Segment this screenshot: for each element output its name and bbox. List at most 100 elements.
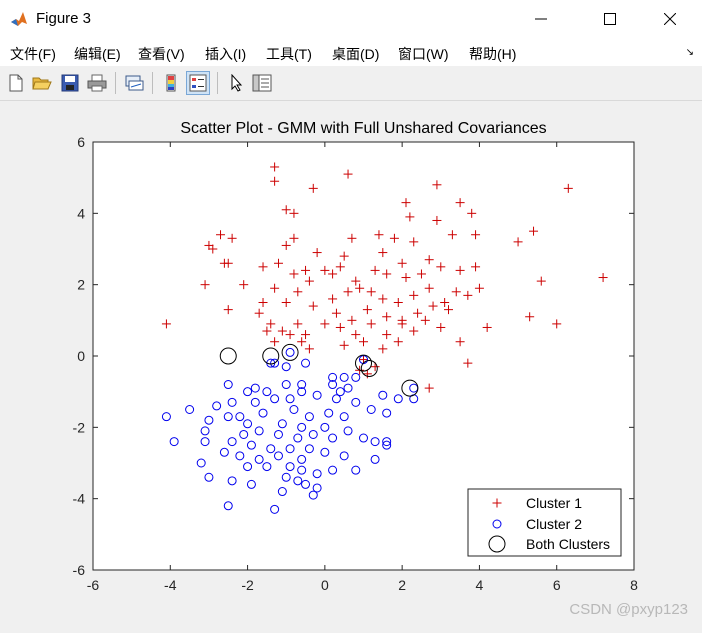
cluster2-point: [378, 390, 388, 400]
menu-window[interactable]: 窗口(W): [398, 46, 449, 62]
cluster2-point: [328, 380, 338, 390]
cluster1-point: [359, 337, 368, 347]
y-tick-label: -6: [73, 562, 86, 578]
maximize-button[interactable]: [587, 0, 633, 38]
cluster1-point: [463, 290, 473, 300]
figure-canvas: -6 -4 -2 0 2 4 6 8 -6 -4 -2 0 2 4 6 Scatter Plot - GMM…: [0, 101, 702, 628]
maximize-icon: [604, 13, 616, 25]
cluster1-point: [289, 269, 299, 279]
cluster2-point: [161, 412, 171, 422]
legend-label-cluster1: Cluster 1: [526, 495, 582, 511]
cluster2-point: [262, 462, 272, 472]
cluster2-point: [312, 469, 322, 479]
cluster1-point: [270, 337, 280, 347]
cluster2-point: [304, 412, 314, 422]
cluster2-point: [243, 419, 253, 429]
print-icon: [87, 74, 107, 92]
cluster2-point: [297, 454, 307, 464]
cluster1-point: [416, 269, 426, 279]
cluster2-point: [328, 372, 338, 382]
dock-arrow-icon[interactable]: ↘: [685, 47, 694, 58]
both-clusters-point: [219, 347, 237, 365]
cluster2-point: [331, 394, 341, 404]
cluster1-point: [598, 273, 608, 283]
cluster2-point: [370, 454, 380, 464]
cluster2-point: [246, 440, 256, 450]
menu-file[interactable]: 文件(F): [10, 46, 56, 62]
cluster1-point: [382, 269, 392, 279]
y-tick-label: 6: [77, 134, 85, 150]
open-file-button[interactable]: [30, 71, 54, 95]
cluster1-point: [339, 251, 349, 261]
menu-help[interactable]: 帮助(H): [469, 46, 517, 62]
cluster1-point: [216, 230, 226, 240]
close-button[interactable]: [647, 0, 693, 38]
new-figure-button[interactable]: [4, 71, 28, 95]
cluster2-point: [281, 362, 291, 372]
y-tick-label: -2: [73, 419, 86, 435]
cluster2-point: [227, 476, 237, 486]
cluster1-point: [320, 319, 330, 329]
cluster2-point: [204, 415, 214, 425]
property-inspector-icon: [252, 74, 272, 92]
close-icon: [664, 13, 676, 25]
cluster2-point: [281, 472, 291, 482]
cluster2-point: [312, 390, 322, 400]
pointer-button[interactable]: [224, 71, 248, 95]
cluster1-point: [440, 298, 450, 307]
cluster1-point: [378, 248, 388, 258]
cluster1-point: [343, 287, 353, 297]
link-plot-button[interactable]: [122, 71, 146, 95]
cluster2-point: [227, 397, 237, 407]
open-file-icon: [32, 77, 52, 90]
cluster1-point: [355, 283, 365, 293]
minimize-button[interactable]: [518, 0, 564, 38]
cluster2-point: [243, 387, 253, 397]
menu-desktop[interactable]: 桌面(D): [332, 46, 380, 62]
cluster1-point: [312, 248, 322, 258]
menu-insert[interactable]: 插入(I): [205, 46, 247, 62]
cluster1-point: [393, 298, 403, 307]
cluster2-point: [293, 476, 303, 486]
cluster2-point: [254, 454, 264, 464]
print-button[interactable]: [85, 71, 109, 95]
cluster1-point: [208, 244, 218, 254]
cluster2-point: [223, 380, 233, 390]
cluster1-point: [436, 322, 446, 332]
cluster2-point: [235, 451, 245, 461]
save-button[interactable]: [58, 71, 82, 95]
menu-view[interactable]: 查看(V): [138, 46, 185, 62]
cluster2-point: [297, 465, 307, 475]
cluster1-point: [223, 305, 233, 315]
cluster2-point: [270, 394, 280, 404]
cluster1-point: [552, 319, 562, 329]
cluster1-point: [436, 262, 446, 272]
cluster1-point: [525, 312, 535, 322]
legend-button[interactable]: [186, 71, 210, 95]
cluster1-point: [328, 269, 338, 279]
cluster2-point: [382, 437, 392, 447]
cluster1-point: [455, 265, 465, 275]
cluster1-point: [444, 305, 454, 315]
cluster1-point: [420, 315, 430, 325]
cluster2-point: [185, 405, 195, 414]
cluster1-point: [200, 280, 210, 290]
legend-marker-1: [492, 498, 502, 508]
cluster2-point: [254, 426, 264, 436]
menu-edit[interactable]: 编辑(E): [74, 46, 121, 62]
cluster2-point: [204, 472, 214, 482]
menu-tools[interactable]: 工具(T): [266, 46, 312, 62]
cluster2-point: [312, 483, 322, 493]
cluster2-point: [250, 397, 260, 407]
cluster2-point: [169, 437, 179, 447]
property-inspector-button[interactable]: [250, 71, 274, 95]
cluster2-point: [239, 429, 249, 439]
cluster2-point: [277, 419, 287, 429]
cluster1-point: [328, 294, 338, 304]
cluster2-point: [339, 372, 349, 382]
cluster1-point: [254, 308, 264, 318]
colorbar-button[interactable]: [159, 71, 183, 95]
cluster1-point: [393, 337, 403, 347]
y-tick-label: -4: [73, 491, 86, 507]
cluster1-point: [471, 262, 481, 272]
